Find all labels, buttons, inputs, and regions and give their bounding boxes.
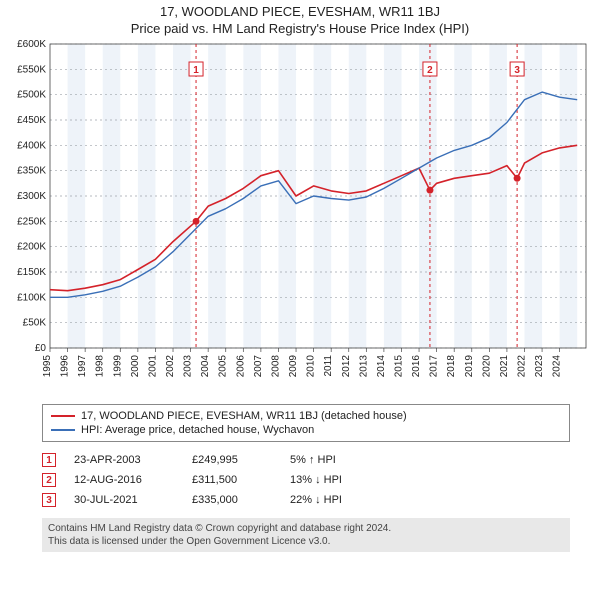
svg-text:£450K: £450K (17, 115, 46, 126)
svg-text:1995: 1995 (42, 355, 53, 378)
svg-text:2014: 2014 (376, 355, 387, 378)
svg-text:2021: 2021 (499, 355, 510, 378)
sale-price-3: £335,000 (192, 494, 272, 506)
legend-label-subject: 17, WOODLAND PIECE, EVESHAM, WR11 1BJ (d… (81, 410, 407, 422)
chart-title-address: 17, WOODLAND PIECE, EVESHAM, WR11 1BJ (0, 4, 600, 19)
sale-price-1: £249,995 (192, 454, 272, 466)
sale-row-1: 1 23-APR-2003 £249,995 5% ↑ HPI (42, 450, 570, 470)
svg-text:2017: 2017 (429, 355, 440, 378)
svg-text:2005: 2005 (218, 355, 229, 378)
svg-text:2003: 2003 (183, 355, 194, 378)
sale-delta-1: 5% ↑ HPI (290, 454, 390, 466)
svg-text:£400K: £400K (17, 140, 46, 151)
legend-item-subject: 17, WOODLAND PIECE, EVESHAM, WR11 1BJ (d… (51, 409, 561, 423)
sale-row-2: 2 12-AUG-2016 £311,500 13% ↓ HPI (42, 470, 570, 490)
svg-text:£50K: £50K (23, 318, 47, 329)
page-container: 17, WOODLAND PIECE, EVESHAM, WR11 1BJ Pr… (0, 0, 600, 552)
svg-text:2024: 2024 (552, 355, 563, 378)
legend-swatch-subject (51, 415, 75, 417)
chart-area: £0 £50K £100K £150K £200K £250K £300K £350K £400… (0, 38, 600, 398)
legend-item-hpi: HPI: Average price, detached house, Wych… (51, 423, 561, 437)
svg-text:2000: 2000 (130, 355, 141, 378)
svg-text:2009: 2009 (288, 355, 299, 378)
attribution-footer: Contains HM Land Registry data © Crown c… (42, 518, 570, 552)
svg-text:1997: 1997 (77, 355, 88, 378)
chart-title-subtitle: Price paid vs. HM Land Registry's House … (0, 21, 600, 36)
line-chart-svg: £0 £50K £100K £150K £200K £250K £300K £350K £400… (0, 38, 600, 398)
svg-text:£200K: £200K (17, 242, 46, 253)
svg-text:£600K: £600K (17, 39, 46, 50)
svg-text:2011: 2011 (323, 355, 334, 377)
svg-text:£300K: £300K (17, 191, 46, 202)
sale-marker-2: 2 (42, 473, 56, 487)
svg-text:£0: £0 (35, 343, 47, 354)
sales-table: 1 23-APR-2003 £249,995 5% ↑ HPI 2 12-AUG… (42, 450, 570, 510)
svg-text:2008: 2008 (270, 355, 281, 378)
svg-text:3: 3 (514, 65, 520, 76)
legend-label-hpi: HPI: Average price, detached house, Wych… (81, 424, 314, 436)
sale-row-3: 3 30-JUL-2021 £335,000 22% ↓ HPI (42, 490, 570, 510)
sale-delta-3: 22% ↓ HPI (290, 494, 390, 506)
svg-text:£500K: £500K (17, 90, 46, 101)
svg-text:2020: 2020 (481, 355, 492, 378)
sale-date-1: 23-APR-2003 (74, 454, 174, 466)
sale-delta-2: 13% ↓ HPI (290, 474, 390, 486)
svg-text:2013: 2013 (358, 355, 369, 378)
sale-price-2: £311,500 (192, 474, 272, 486)
sale-date-3: 30-JUL-2021 (74, 494, 174, 506)
svg-text:£150K: £150K (17, 267, 46, 278)
chart-title-block: 17, WOODLAND PIECE, EVESHAM, WR11 1BJ Pr… (0, 0, 600, 38)
svg-text:2: 2 (427, 65, 433, 76)
svg-text:1999: 1999 (112, 355, 123, 378)
svg-text:£350K: £350K (17, 166, 46, 177)
svg-text:2015: 2015 (393, 355, 404, 378)
svg-text:2002: 2002 (165, 355, 176, 378)
svg-text:2019: 2019 (464, 355, 475, 378)
svg-text:2012: 2012 (341, 355, 352, 378)
svg-text:2007: 2007 (253, 355, 264, 378)
svg-text:2018: 2018 (446, 355, 457, 378)
svg-text:2016: 2016 (411, 355, 422, 378)
svg-text:2006: 2006 (235, 355, 246, 378)
sale-date-2: 12-AUG-2016 (74, 474, 174, 486)
sale-marker-1: 1 (42, 453, 56, 467)
svg-text:2004: 2004 (200, 355, 211, 378)
svg-text:2001: 2001 (147, 355, 158, 378)
sale-marker-3: 3 (42, 493, 56, 507)
svg-text:£550K: £550K (17, 64, 46, 75)
svg-text:£250K: £250K (17, 216, 46, 227)
footer-line-1: Contains HM Land Registry data © Crown c… (48, 522, 564, 535)
svg-text:£100K: £100K (17, 292, 46, 303)
svg-text:1: 1 (193, 65, 199, 76)
legend: 17, WOODLAND PIECE, EVESHAM, WR11 1BJ (d… (42, 404, 570, 442)
svg-text:2010: 2010 (306, 355, 317, 378)
svg-text:1998: 1998 (95, 355, 106, 378)
svg-text:2023: 2023 (534, 355, 545, 378)
legend-swatch-hpi (51, 429, 75, 431)
svg-text:2022: 2022 (516, 355, 527, 378)
svg-text:1996: 1996 (60, 355, 71, 378)
footer-line-2: This data is licensed under the Open Gov… (48, 535, 564, 548)
